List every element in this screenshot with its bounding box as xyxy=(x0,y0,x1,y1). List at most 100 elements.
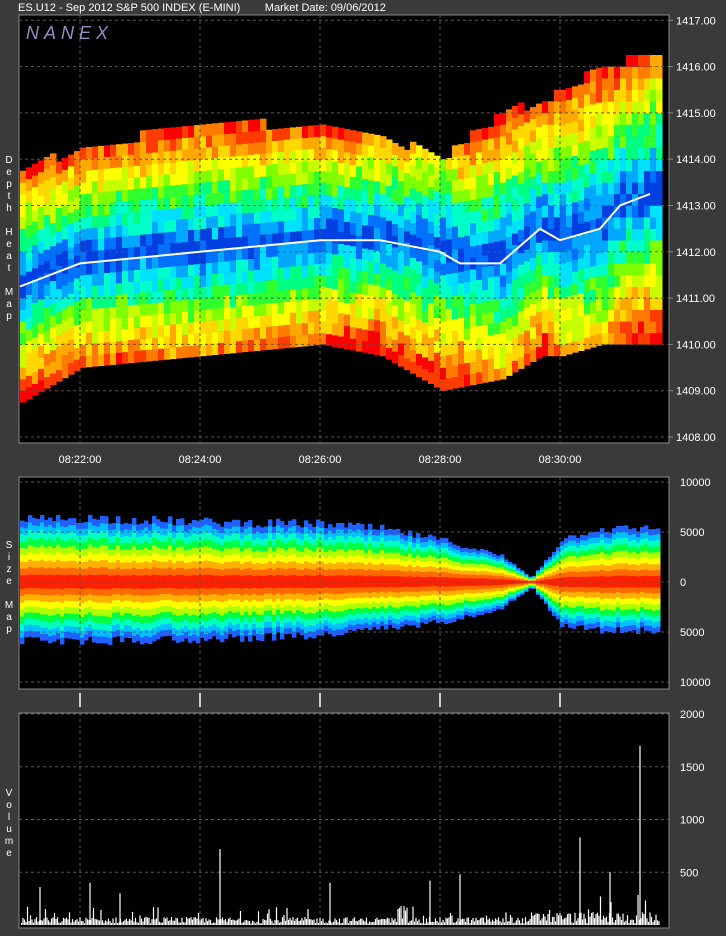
depth-cell xyxy=(368,145,375,158)
depth-cell xyxy=(44,342,51,354)
depth-cell xyxy=(356,166,363,178)
depth-cell xyxy=(242,259,249,272)
depth-cell xyxy=(512,256,519,269)
depth-cell xyxy=(608,124,615,137)
depth-cell xyxy=(320,170,327,183)
depth-cell xyxy=(620,217,627,229)
depth-cell xyxy=(560,298,567,310)
depth-cell xyxy=(200,136,207,148)
depth-cell xyxy=(182,311,189,324)
depth-cell xyxy=(164,336,171,349)
depth-cell xyxy=(656,263,663,276)
depth-cell xyxy=(302,288,309,301)
depth-cell xyxy=(50,199,57,212)
depth-cell xyxy=(164,347,171,360)
depth-cell xyxy=(164,127,171,140)
depth-cell xyxy=(614,170,621,183)
depth-cell xyxy=(452,261,459,273)
depth-cell xyxy=(602,251,609,264)
depth-cell xyxy=(560,136,567,148)
depth-cell xyxy=(242,270,249,283)
depth-cell xyxy=(602,228,609,241)
depth-cell xyxy=(572,294,579,307)
depth-cell xyxy=(518,287,525,300)
depth-cell xyxy=(218,203,225,216)
depth-cell xyxy=(290,243,297,255)
depth-cell xyxy=(146,222,153,235)
depth-cell xyxy=(278,279,285,291)
depth-cell xyxy=(374,273,381,286)
depth-cell xyxy=(206,135,213,148)
depth-cell xyxy=(38,380,45,393)
depth-cell xyxy=(32,360,39,373)
depth-cell xyxy=(404,231,411,243)
depth-cell xyxy=(308,125,315,138)
depth-cell xyxy=(86,262,93,275)
depth-cell xyxy=(446,204,453,217)
label-letter: t xyxy=(7,191,11,202)
depth-cell xyxy=(530,292,537,305)
depth-cell xyxy=(512,302,519,315)
depth-cell xyxy=(308,183,315,196)
depth-cell xyxy=(398,215,405,228)
depth-cell xyxy=(464,351,471,364)
depth-cell xyxy=(326,125,333,138)
depth-cell xyxy=(482,243,489,256)
depth-cell xyxy=(500,147,507,160)
size-band xyxy=(496,579,501,585)
size-band xyxy=(360,575,365,588)
depth-cell xyxy=(512,163,519,176)
depth-cell xyxy=(500,136,507,148)
depth-cell xyxy=(32,372,39,384)
depth-cell xyxy=(32,325,39,338)
depth-cell xyxy=(656,55,663,67)
depth-cell xyxy=(458,178,465,191)
depth-cell xyxy=(620,205,627,218)
depth-cell xyxy=(32,337,39,350)
depth-cell xyxy=(488,149,495,162)
depth-cell xyxy=(566,215,573,228)
depth-cell xyxy=(158,336,165,349)
depth-cell xyxy=(134,339,141,351)
depth-cell xyxy=(638,101,645,114)
depth-cell xyxy=(152,221,159,234)
depth-cell xyxy=(86,158,93,171)
depth-cell xyxy=(656,147,663,160)
depth-cell xyxy=(560,170,567,183)
depth-cell xyxy=(116,155,123,168)
depth-cell xyxy=(326,322,333,335)
depth-cell xyxy=(50,188,57,200)
depth-cell xyxy=(170,196,177,209)
depth-cell xyxy=(122,328,129,341)
depth-cell xyxy=(98,192,105,204)
depth-cell xyxy=(296,277,303,290)
depth-cell xyxy=(452,191,459,204)
depth-cell xyxy=(20,275,27,287)
depth-cell xyxy=(368,318,375,331)
depth-cell xyxy=(542,217,549,229)
depth-cell xyxy=(398,354,405,367)
depth-cell xyxy=(380,147,387,160)
depth-cell xyxy=(212,285,219,298)
depth-cell xyxy=(530,211,537,224)
depth-cell xyxy=(260,118,267,131)
depth-cell xyxy=(368,330,375,343)
depth-cell xyxy=(380,275,387,287)
depth-cell xyxy=(500,332,507,345)
depth-cell xyxy=(344,244,351,257)
depth-cell xyxy=(170,277,177,290)
depth-cell xyxy=(626,159,633,171)
depth-cell xyxy=(470,188,477,200)
depth-cell xyxy=(80,263,87,276)
depth-cell xyxy=(614,309,621,322)
depth-cell xyxy=(182,218,189,231)
depth-cell xyxy=(218,122,225,135)
depth-cell xyxy=(578,246,585,259)
depth-cell xyxy=(650,309,657,322)
depth-cell xyxy=(122,189,129,202)
depth-cell xyxy=(482,139,489,152)
depth-cell xyxy=(242,201,249,214)
depth-cell xyxy=(422,334,429,346)
depth-cell xyxy=(428,210,435,222)
